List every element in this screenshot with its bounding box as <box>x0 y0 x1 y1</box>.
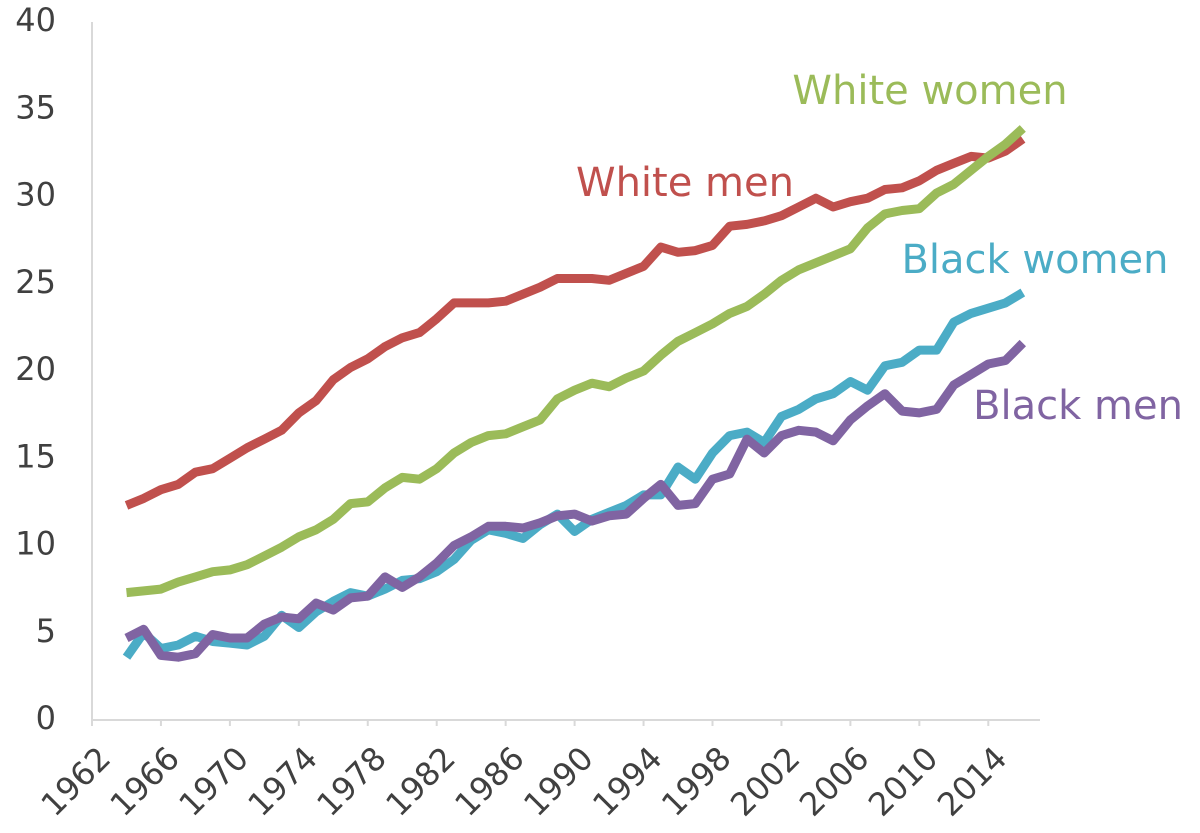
x-tick-label: 1998 <box>654 739 738 823</box>
series-line <box>124 135 1026 510</box>
x-tick-label: 1966 <box>103 739 187 823</box>
y-tick-label: 15 <box>15 437 56 475</box>
y-tick-label: 40 <box>15 1 56 39</box>
x-tick-label: 1970 <box>171 739 255 823</box>
x-tick-label: 2002 <box>723 739 807 823</box>
y-tick-label: 5 <box>36 612 56 650</box>
x-tick-label: 1994 <box>585 739 669 823</box>
series-line <box>122 288 1026 660</box>
series-line <box>126 125 1026 598</box>
x-tick-label: 1978 <box>309 739 393 823</box>
y-tick-label: 30 <box>15 176 56 214</box>
x-tick-label: 1962 <box>34 739 118 823</box>
y-tick-label: 0 <box>36 699 56 737</box>
y-tick-label: 10 <box>15 525 56 563</box>
x-tick-label: 1982 <box>378 739 462 823</box>
x-tick-label: 1990 <box>516 739 600 823</box>
series-label: White women <box>792 68 1067 114</box>
x-tick-label: 2014 <box>930 739 1014 823</box>
series-line <box>124 339 1026 662</box>
x-tick-label: 2010 <box>861 739 945 823</box>
y-tick-label: 25 <box>15 263 56 301</box>
series-label: White men <box>576 160 794 206</box>
y-tick-label: 20 <box>15 350 56 388</box>
series-label: Black women <box>901 237 1168 283</box>
y-tick-label: 35 <box>15 88 56 126</box>
x-tick-label: 1986 <box>447 739 531 823</box>
x-tick-label: 1974 <box>240 739 324 823</box>
series-label: Black men <box>973 383 1183 429</box>
x-tick-label: 2006 <box>792 739 876 823</box>
